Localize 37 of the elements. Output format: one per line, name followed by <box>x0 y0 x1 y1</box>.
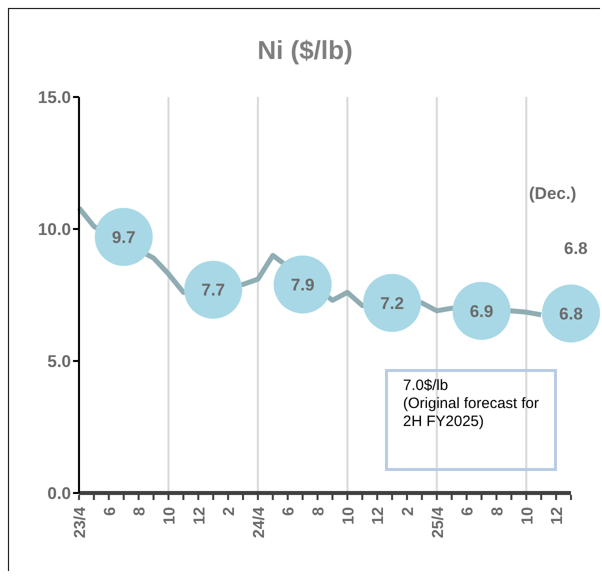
annotation: 6.8 <box>564 239 588 259</box>
y-tick-label: 15.0 <box>38 88 71 108</box>
annotation: 7.0$/lb (Original forecast for 2H FY2025) <box>403 377 540 431</box>
x-tick-label: 2 <box>400 506 417 516</box>
x-tick-label: 12 <box>370 506 388 525</box>
data-label: 7.2 <box>380 294 404 313</box>
y-tick-label: 5.0 <box>47 352 71 372</box>
point <box>542 284 600 342</box>
y-tick-label: 0.0 <box>47 484 71 504</box>
x-tick-label: 12 <box>549 506 566 525</box>
x-tick-label: 25/4 <box>430 506 447 538</box>
x-tick-label: 8 <box>132 506 149 516</box>
x-tick-label: 12 <box>191 506 208 525</box>
chart-title: Ni ($/lb) <box>256 35 354 66</box>
point <box>452 282 511 340</box>
x-tick-label: 2 <box>221 506 238 516</box>
data-label: 7.7 <box>201 280 225 300</box>
x-tick-label: 10 <box>161 506 178 525</box>
x-tick-label: 10 <box>340 506 358 525</box>
point <box>363 274 422 332</box>
x-tick-label: 6 <box>102 506 119 516</box>
x-tick-label: 8 <box>310 506 328 516</box>
data-label: 7.9 <box>290 275 314 294</box>
annotation: (Dec.) <box>529 184 576 204</box>
x-tick-label: 23/4 <box>72 506 89 538</box>
x-tick-label: 6 <box>280 506 298 516</box>
data-label: 6.9 <box>470 302 494 321</box>
x-tick-label: 24/4 <box>250 506 268 538</box>
point <box>274 255 332 314</box>
point <box>94 208 153 266</box>
data-label: 9.7 <box>112 228 136 247</box>
data-label: 6.8 <box>559 304 583 324</box>
point <box>184 260 242 319</box>
x-tick-label: 6 <box>460 506 477 516</box>
y-tick-label: 10.0 <box>38 220 71 240</box>
x-tick-label: 10 <box>519 506 536 525</box>
x-tick-label: 8 <box>489 506 506 516</box>
